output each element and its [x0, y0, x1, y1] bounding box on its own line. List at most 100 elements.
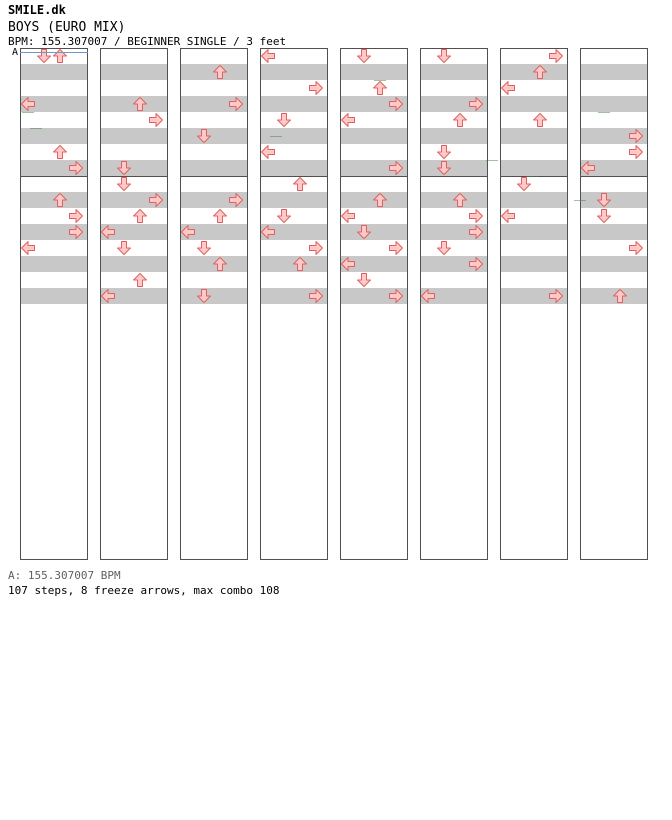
- arrow-right-icon: [389, 241, 403, 255]
- chart-column: [260, 48, 328, 560]
- arrow-down-icon: [437, 241, 451, 255]
- beat-stripe: [500, 160, 568, 176]
- arrow-right-icon: [469, 225, 483, 239]
- beat-stripe: [180, 192, 248, 208]
- measure-line: [340, 176, 408, 177]
- arrow-up-icon: [453, 193, 467, 207]
- chart-column: [420, 48, 488, 560]
- arrow-up-icon: [373, 81, 387, 95]
- arrow-left-icon: [581, 161, 595, 175]
- arrow-down-icon: [597, 193, 611, 207]
- arrow-right-icon: [149, 193, 163, 207]
- arrow-up-icon: [133, 97, 147, 111]
- arrow-down-icon: [197, 241, 211, 255]
- arrow-right-icon: [629, 145, 643, 159]
- site-title: SMILE.dk: [8, 3, 66, 17]
- freeze-arrow: [486, 160, 498, 161]
- beat-stripe: [420, 288, 488, 304]
- arrow-up-icon: [533, 113, 547, 127]
- beat-stripe: [100, 192, 168, 208]
- beat-stripe: [340, 160, 408, 176]
- footer-stats: 107 steps, 8 freeze arrows, max combo 10…: [8, 584, 280, 597]
- beat-stripe: [340, 288, 408, 304]
- arrow-up-icon: [293, 177, 307, 191]
- arrow-left-icon: [501, 81, 515, 95]
- measure-line: [180, 176, 248, 177]
- arrow-right-icon: [629, 129, 643, 143]
- beat-stripe: [500, 128, 568, 144]
- arrow-up-icon: [453, 113, 467, 127]
- chart-column: [180, 48, 248, 560]
- freeze-arrow: [574, 200, 586, 201]
- column-border: [20, 48, 88, 560]
- arrow-left-icon: [341, 113, 355, 127]
- beat-stripe: [340, 256, 408, 272]
- arrow-left-icon: [341, 209, 355, 223]
- arrow-right-icon: [469, 97, 483, 111]
- beat-stripe: [500, 288, 568, 304]
- arrow-left-icon: [21, 241, 35, 255]
- arrow-left-icon: [101, 289, 115, 303]
- beat-stripe: [20, 160, 88, 176]
- arrow-right-icon: [389, 161, 403, 175]
- beat-stripe: [20, 288, 88, 304]
- chart-column: [340, 48, 408, 560]
- arrow-right-icon: [389, 289, 403, 303]
- arrow-up-icon: [133, 273, 147, 287]
- beat-stripe: [340, 64, 408, 80]
- beat-stripe: [20, 224, 88, 240]
- footer-bpm: A: 155.307007 BPM: [8, 569, 121, 582]
- beat-stripe: [580, 128, 648, 144]
- bpm-marker-line: [20, 52, 88, 53]
- arrow-down-icon: [277, 209, 291, 223]
- beat-stripe: [340, 128, 408, 144]
- song-title: BOYS (EURO MIX): [8, 20, 126, 35]
- arrow-down-icon: [437, 161, 451, 175]
- bpm-marker-label: A: [12, 47, 19, 58]
- arrow-up-icon: [53, 145, 67, 159]
- freeze-arrow: [526, 176, 538, 177]
- arrow-down-icon: [117, 161, 131, 175]
- arrow-left-icon: [421, 289, 435, 303]
- arrow-up-icon: [533, 65, 547, 79]
- arrow-right-icon: [149, 113, 163, 127]
- freeze-arrow: [30, 128, 42, 129]
- beat-stripe: [180, 288, 248, 304]
- chart-column: [100, 48, 168, 560]
- beat-stripe: [260, 192, 328, 208]
- arrow-right-icon: [629, 241, 643, 255]
- beat-stripe: [180, 160, 248, 176]
- arrow-left-icon: [101, 225, 115, 239]
- arrow-left-icon: [261, 49, 275, 63]
- beat-stripe: [580, 96, 648, 112]
- column-border: [580, 48, 648, 560]
- arrow-down-icon: [597, 209, 611, 223]
- arrow-down-icon: [197, 129, 211, 143]
- measure-line: [420, 176, 488, 177]
- arrow-right-icon: [389, 97, 403, 111]
- arrow-right-icon: [69, 225, 83, 239]
- beat-stripe: [180, 96, 248, 112]
- arrow-right-icon: [229, 97, 243, 111]
- arrow-up-icon: [613, 289, 627, 303]
- arrow-down-icon: [197, 289, 211, 303]
- beat-stripe: [100, 128, 168, 144]
- beat-stripe: [420, 224, 488, 240]
- chart-column: [500, 48, 568, 560]
- beat-stripe: [20, 256, 88, 272]
- beat-stripe: [180, 224, 248, 240]
- arrow-left-icon: [261, 225, 275, 239]
- arrow-up-icon: [213, 257, 227, 271]
- arrow-down-icon: [117, 177, 131, 191]
- column-border: [180, 48, 248, 560]
- beat-stripe: [20, 128, 88, 144]
- beat-stripe: [260, 64, 328, 80]
- column-border: [100, 48, 168, 560]
- arrow-right-icon: [469, 209, 483, 223]
- arrow-down-icon: [437, 49, 451, 63]
- arrow-up-icon: [293, 257, 307, 271]
- beat-stripe: [100, 256, 168, 272]
- chart-column: [580, 48, 648, 560]
- beat-stripe: [100, 288, 168, 304]
- arrow-down-icon: [277, 113, 291, 127]
